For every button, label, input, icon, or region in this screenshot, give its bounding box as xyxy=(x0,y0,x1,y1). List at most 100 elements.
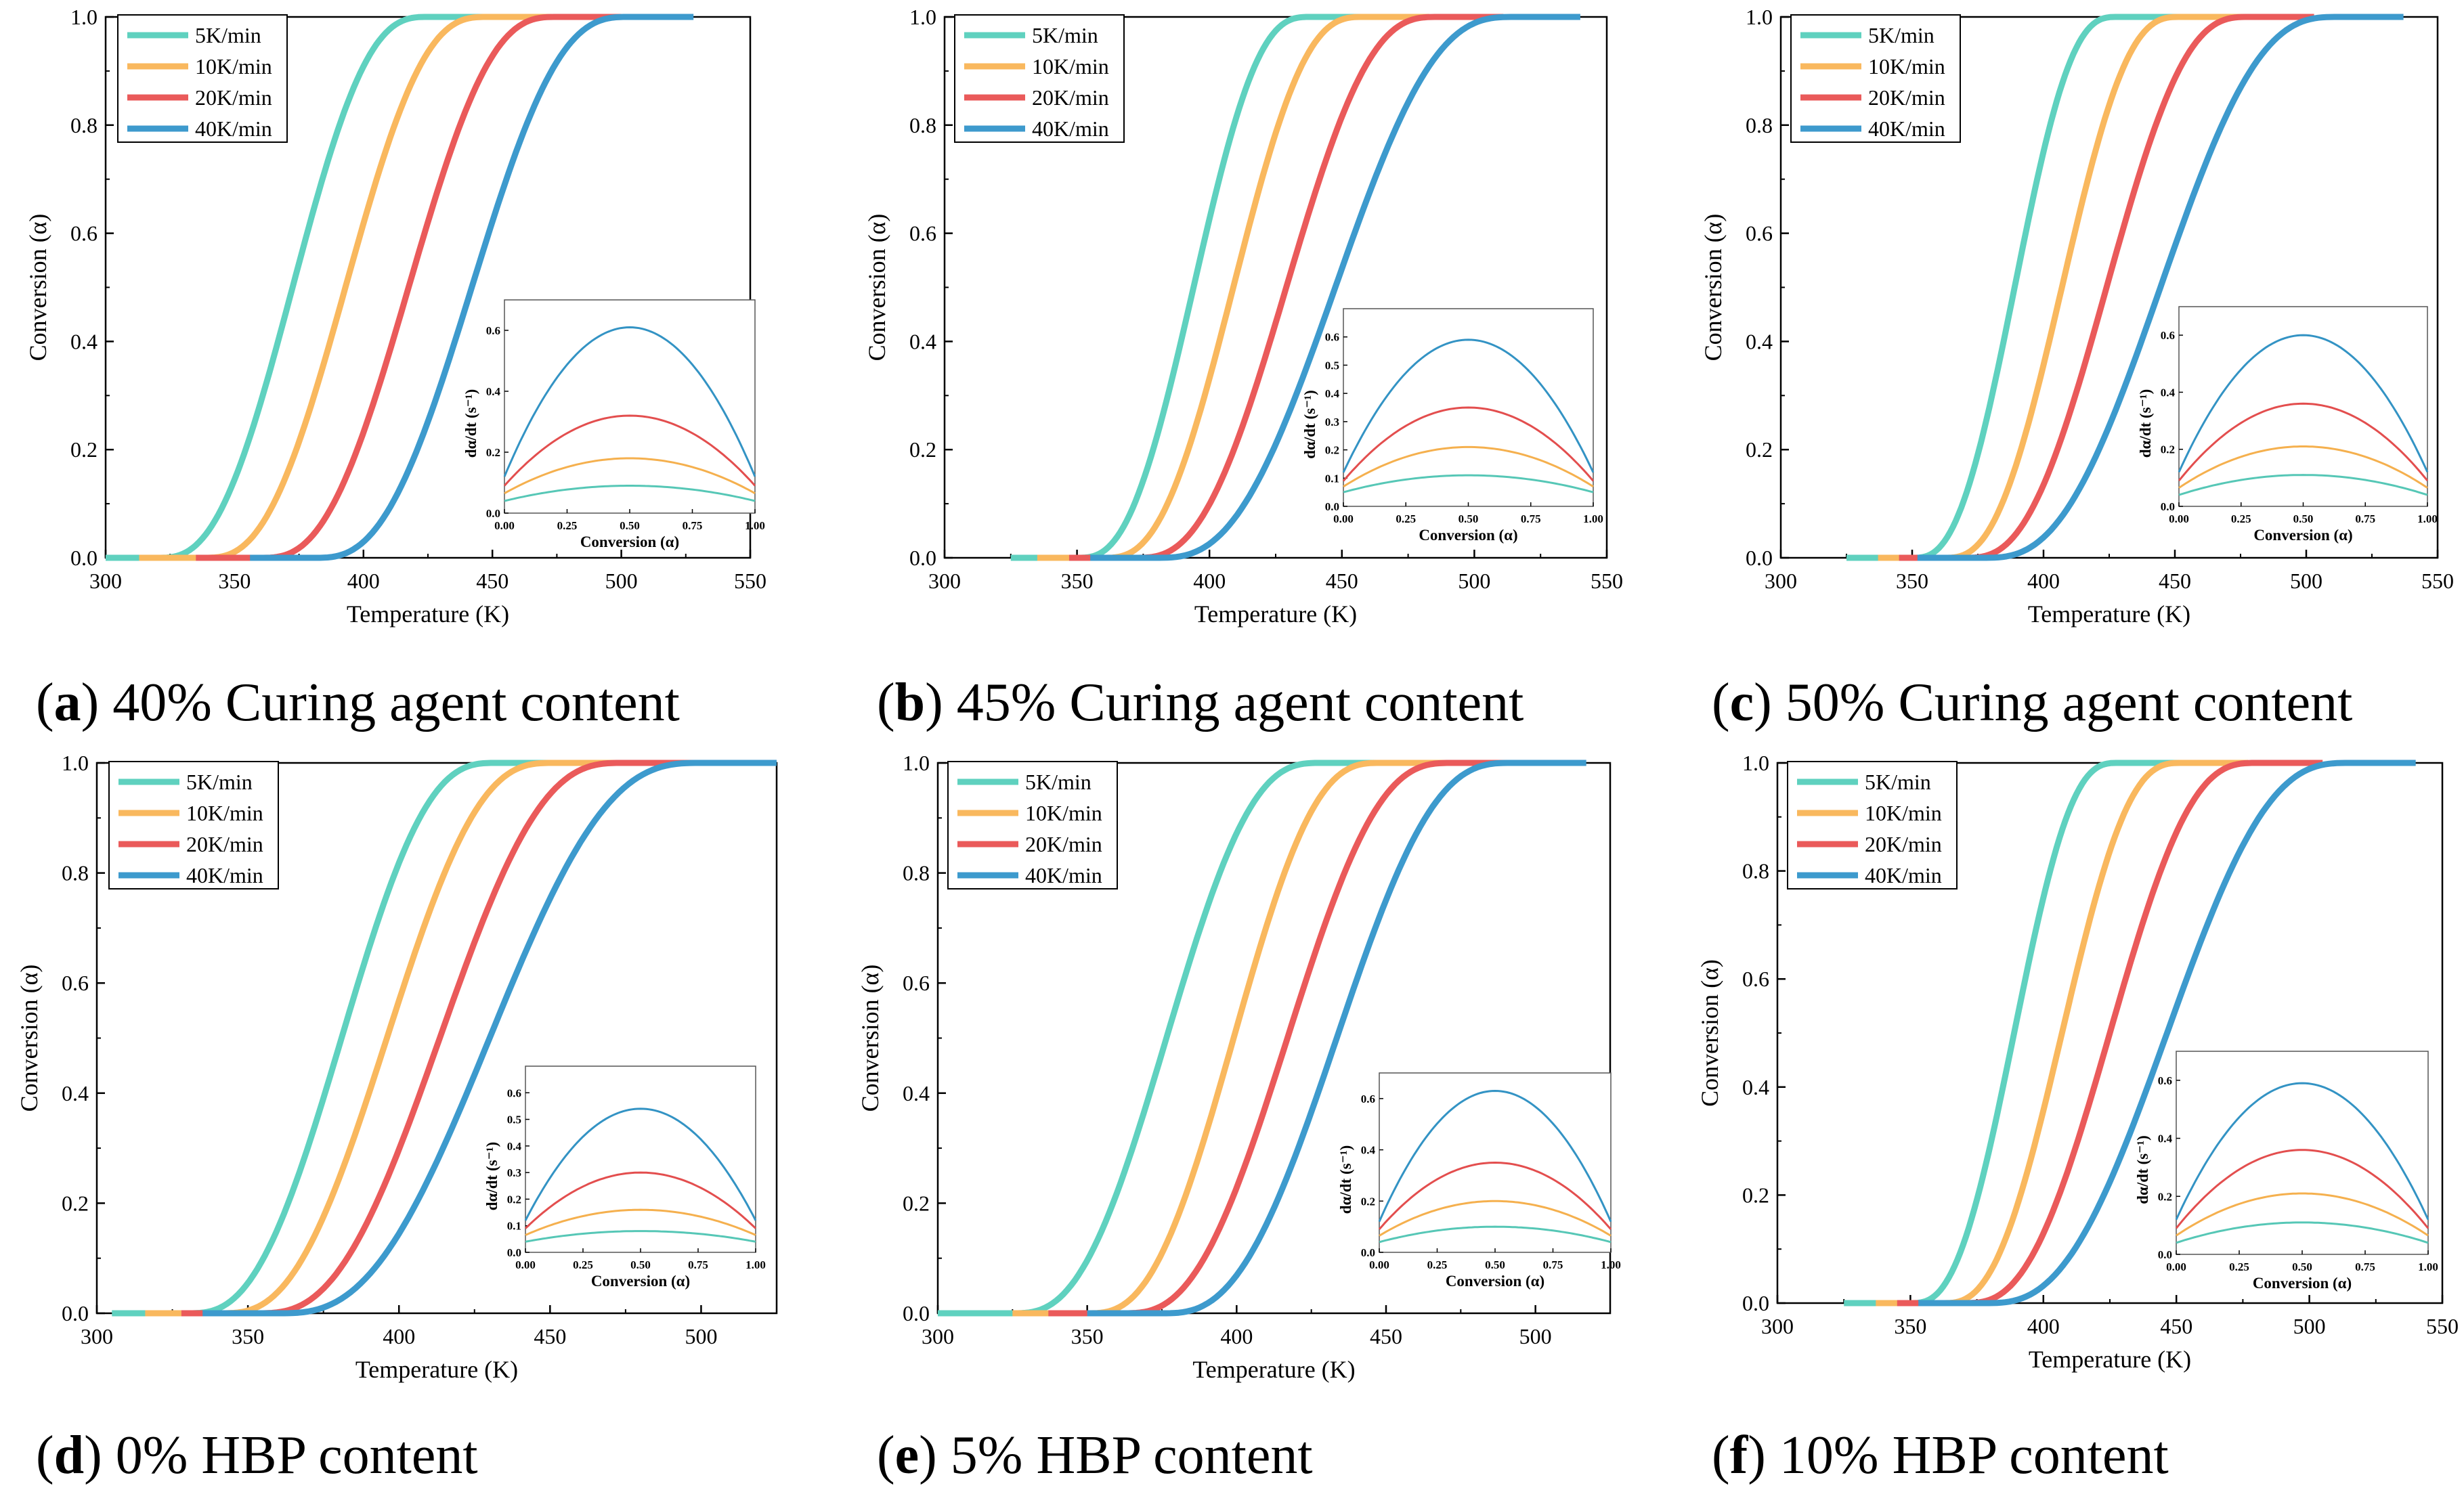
y-tick-label: 1.0 xyxy=(909,5,936,29)
inset-x-tick-label: 0.00 xyxy=(515,1258,536,1271)
inset-y-label: dα/dt (s⁻¹) xyxy=(1337,1145,1354,1214)
y-tick-label: 0.2 xyxy=(1742,1183,1769,1207)
x-tick-label: 300 xyxy=(81,1324,113,1348)
inset-x-tick-label: 1.00 xyxy=(745,1258,766,1271)
legend-label: 20K/min xyxy=(1865,832,1942,856)
inset-x-tick-label: 1.00 xyxy=(1601,1258,1621,1271)
inset-x-tick-label: 0.75 xyxy=(683,519,703,532)
inset-series-line xyxy=(524,1171,757,1229)
inset-x-tick-label: 0.25 xyxy=(2229,1260,2249,1273)
inset-y-tick-label: 0.6 xyxy=(2158,1074,2172,1087)
x-axis-label: Temperature (K) xyxy=(355,1356,518,1383)
legend-label: 40K/min xyxy=(195,116,272,141)
inset-y-tick-label: 0.6 xyxy=(507,1086,521,1099)
chart-panel-e: 300 350 400 450 500 0.0 0.2 0.4 0.6 0.8 1.0 Tempera… xyxy=(857,751,1621,1383)
inset-y-label: dα/dt (s⁻¹) xyxy=(483,1142,500,1211)
x-axis-label: Temperature (K) xyxy=(2029,1346,2191,1373)
y-tick-label: 1.0 xyxy=(1742,751,1769,775)
legend-label: 40K/min xyxy=(186,863,263,887)
y-tick-label: 0.2 xyxy=(909,437,936,462)
inset-y-tick-label: 0.1 xyxy=(507,1220,521,1233)
caption-letter: d xyxy=(53,1426,85,1485)
x-tick-label: 450 xyxy=(2160,1314,2192,1338)
inset-series-line xyxy=(503,326,756,477)
x-tick-label: 300 xyxy=(89,569,122,593)
inset-y-tick-label: 0.4 xyxy=(1361,1144,1376,1157)
x-tick-label: 400 xyxy=(2027,1314,2060,1338)
inset-y-tick-label: 0.0 xyxy=(2158,1248,2172,1261)
x-tick-label: 350 xyxy=(1894,1314,1926,1338)
inset-x-tick-label: 0.25 xyxy=(2231,512,2251,525)
x-tick-label: 400 xyxy=(347,569,380,593)
x-tick-label: 300 xyxy=(928,569,961,593)
y-tick-label: 0.8 xyxy=(1746,113,1773,137)
caption-text: 5% HBP content xyxy=(950,1426,1313,1485)
y-tick-label: 0.4 xyxy=(1746,329,1773,353)
inset-series-line xyxy=(2175,1149,2429,1229)
inset-x-tick-label: 0.50 xyxy=(2292,1260,2312,1273)
inset-frame xyxy=(525,1065,756,1253)
y-tick-label: 0.2 xyxy=(62,1191,89,1215)
caption-text: 45% Curing agent content xyxy=(956,673,1524,732)
inset-x-tick-label: 1.00 xyxy=(2417,512,2438,525)
x-tick-label: 350 xyxy=(1896,569,1928,593)
y-tick-label: 0.8 xyxy=(62,861,89,885)
y-tick-label: 0.6 xyxy=(903,971,930,995)
inset-series-line xyxy=(1342,338,1595,473)
x-tick-label: 550 xyxy=(2421,569,2454,593)
inset-series-line xyxy=(2176,1192,2429,1237)
chart-panel-c: 300 350 400 450 500 550 0.0 0.2 0.4 0.6 0.8 1.0 Temp… xyxy=(1700,5,2454,628)
inset-series-line xyxy=(2175,1082,2429,1221)
y-axis-label: Conversion (α) xyxy=(857,965,884,1112)
legend-label: 40K/min xyxy=(1032,116,1109,141)
x-tick-label: 500 xyxy=(2293,1314,2326,1338)
y-tick-label: 0.0 xyxy=(62,1301,89,1325)
inset-x-tick-label: 1.00 xyxy=(745,519,765,532)
series-line xyxy=(1087,760,1586,1317)
y-axis-label: Conversion (α) xyxy=(863,214,890,361)
y-tick-label: 0.8 xyxy=(909,113,936,137)
legend-label: 40K/min xyxy=(1025,863,1102,887)
caption-d: (d) 0% HBP content xyxy=(36,1426,478,1485)
inset-chart: 0.00 0.25 0.50 0.75 1.00 0.0 0.2 0.4 0.6 Conversi… xyxy=(462,299,765,550)
x-tick-label: 500 xyxy=(605,569,638,593)
inset-y-tick-label: 0.4 xyxy=(1325,387,1340,400)
inset-series-line xyxy=(1343,474,1594,493)
y-tick-label: 0.6 xyxy=(62,971,89,995)
y-tick-label: 0.6 xyxy=(1742,967,1769,991)
inset-x-tick-label: 0.00 xyxy=(494,519,515,532)
y-axis-label: Conversion (α) xyxy=(16,965,43,1112)
y-tick-label: 0.2 xyxy=(70,437,98,462)
x-tick-label: 300 xyxy=(922,1324,954,1348)
y-tick-label: 1.0 xyxy=(903,751,930,775)
inset-series-line xyxy=(2178,334,2429,473)
inset-x-tick-label: 0.50 xyxy=(630,1258,651,1271)
legend-label: 5K/min xyxy=(1868,23,1935,47)
x-tick-label: 400 xyxy=(383,1324,415,1348)
x-tick-label: 400 xyxy=(1220,1324,1253,1348)
x-tick-label: 300 xyxy=(1765,569,1797,593)
x-tick-label: 450 xyxy=(1370,1324,1402,1348)
y-axis-label: Conversion (α) xyxy=(24,214,51,361)
inset-x-tick-label: 0.75 xyxy=(2355,1260,2375,1273)
legend-label: 5K/min xyxy=(186,770,253,794)
inset-y-tick-label: 0.0 xyxy=(2161,500,2175,513)
inset-chart: 0.00 0.25 0.50 0.75 1.00 0.0 0.2 0.4 0.6 Conversi… xyxy=(2134,1051,2438,1292)
inset-series-line xyxy=(525,1230,756,1243)
x-tick-label: 500 xyxy=(2290,569,2322,593)
inset-x-tick-label: 0.75 xyxy=(1543,1258,1563,1271)
inset-y-tick-label: 0.2 xyxy=(1325,444,1339,457)
inset-x-tick-label: 0.75 xyxy=(688,1258,708,1271)
y-axis-label: Conversion (α) xyxy=(1700,214,1727,361)
legend-label: 10K/min xyxy=(1025,801,1102,825)
inset-y-tick-label: 0.2 xyxy=(486,446,500,459)
series-line xyxy=(1090,14,1580,561)
x-tick-label: 450 xyxy=(534,1324,566,1348)
inset-series-line xyxy=(1343,445,1594,488)
inset-y-tick-label: 0.4 xyxy=(486,385,501,398)
x-tick-label: 350 xyxy=(218,569,251,593)
caption-letter: a xyxy=(53,673,81,732)
y-tick-label: 0.0 xyxy=(903,1301,930,1325)
x-tick-label: 500 xyxy=(1519,1324,1552,1348)
